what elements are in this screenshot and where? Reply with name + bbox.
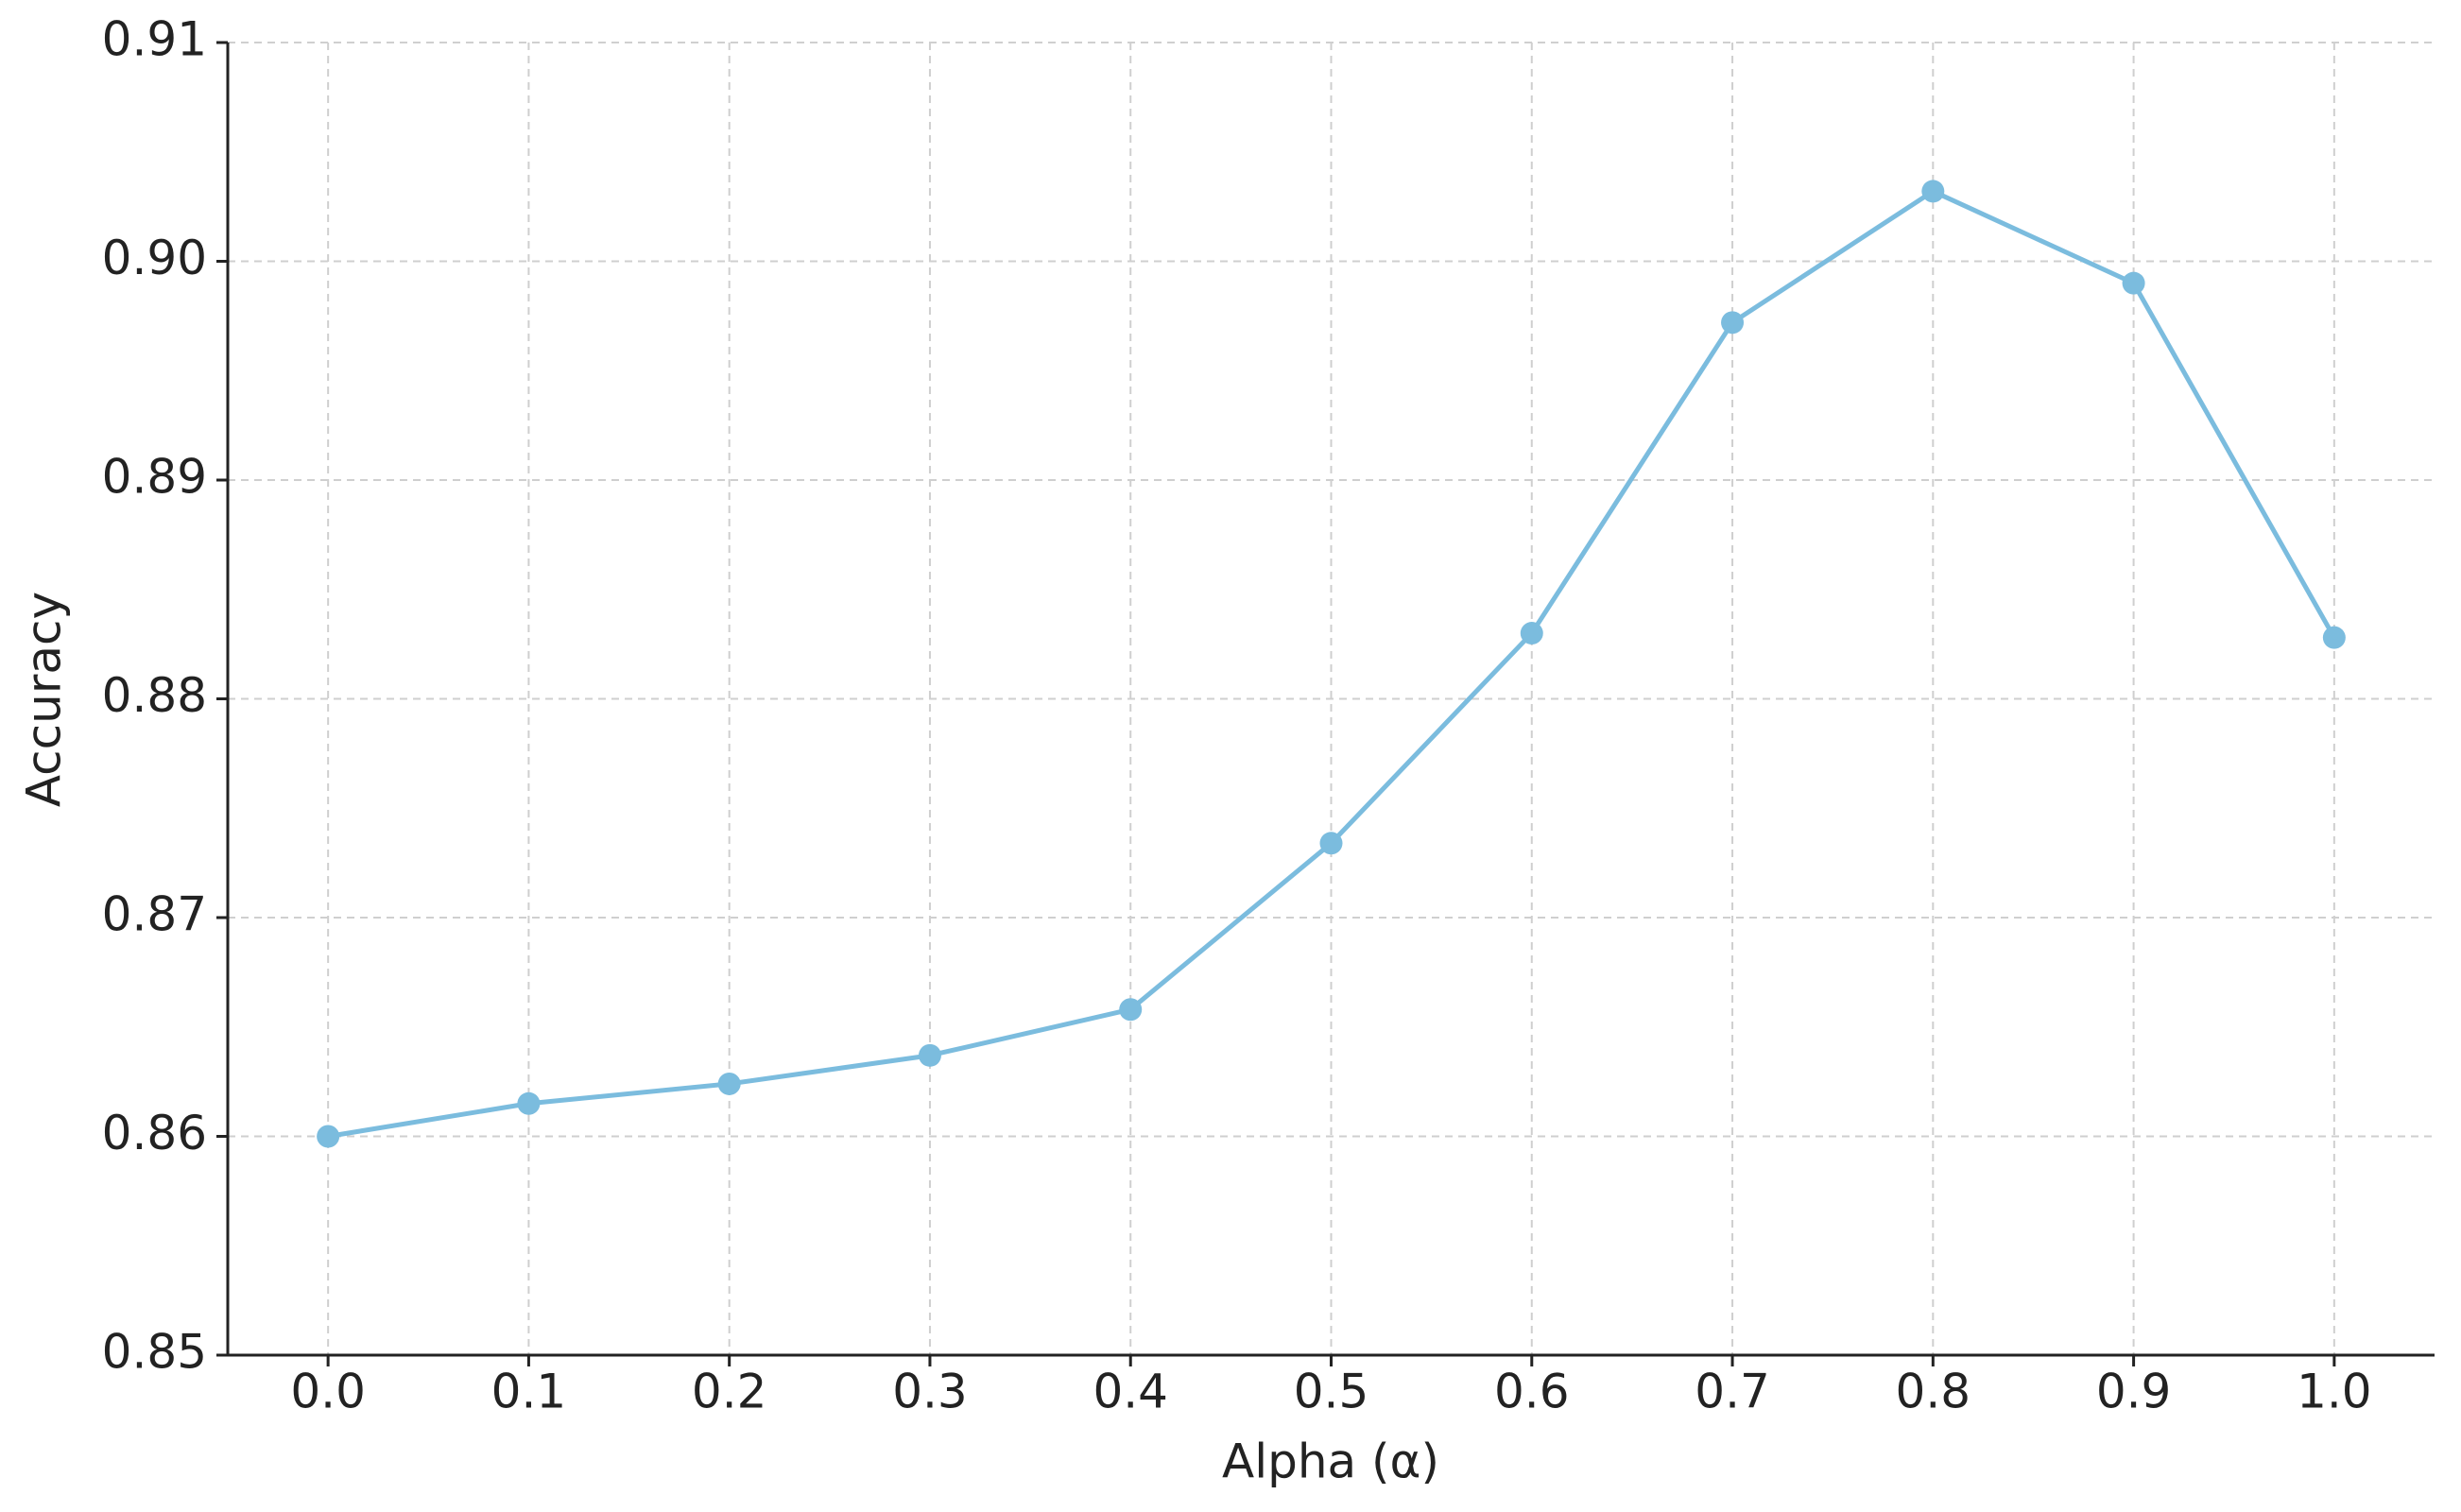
x-tick-label: 0.4 bbox=[1093, 1365, 1168, 1419]
y-tick-label: 0.91 bbox=[102, 12, 207, 67]
marker bbox=[2122, 271, 2145, 295]
marker bbox=[1721, 311, 1745, 335]
y-tick-label: 0.90 bbox=[102, 231, 207, 285]
marker bbox=[517, 1091, 541, 1115]
x-tick-label: 0.1 bbox=[491, 1365, 567, 1419]
marker bbox=[1119, 998, 1143, 1022]
x-tick-label: 0.8 bbox=[1896, 1365, 1971, 1419]
marker bbox=[1520, 622, 1543, 645]
y-tick-label: 0.85 bbox=[102, 1325, 207, 1380]
line bbox=[327, 188, 2337, 1139]
x-tick-label: 0.0 bbox=[290, 1365, 366, 1419]
marker bbox=[918, 1043, 941, 1067]
y-axis-title: Accuracy bbox=[17, 592, 72, 807]
y-tick-label: 0.89 bbox=[102, 450, 207, 505]
x-tick-label: 0.6 bbox=[1494, 1365, 1570, 1419]
marker bbox=[717, 1072, 741, 1095]
y-tick-label: 0.87 bbox=[102, 887, 207, 942]
x-tick-label: 0.2 bbox=[692, 1365, 767, 1419]
marker bbox=[2322, 626, 2346, 649]
marker bbox=[1921, 180, 1945, 203]
x-tick-label: 0.5 bbox=[1294, 1365, 1369, 1419]
x-tick-label: 1.0 bbox=[2297, 1365, 2372, 1419]
marker bbox=[317, 1125, 340, 1148]
x-tick-label: 0.3 bbox=[892, 1365, 968, 1419]
x-tick-label: 0.7 bbox=[1695, 1365, 1770, 1419]
marker bbox=[1319, 832, 1343, 855]
y-tick-label: 0.86 bbox=[102, 1106, 207, 1160]
x-tick-label: 0.9 bbox=[2096, 1365, 2172, 1419]
y-tick-label: 0.88 bbox=[102, 668, 207, 723]
x-axis-title: Alpha (α) bbox=[1222, 1435, 1439, 1489]
